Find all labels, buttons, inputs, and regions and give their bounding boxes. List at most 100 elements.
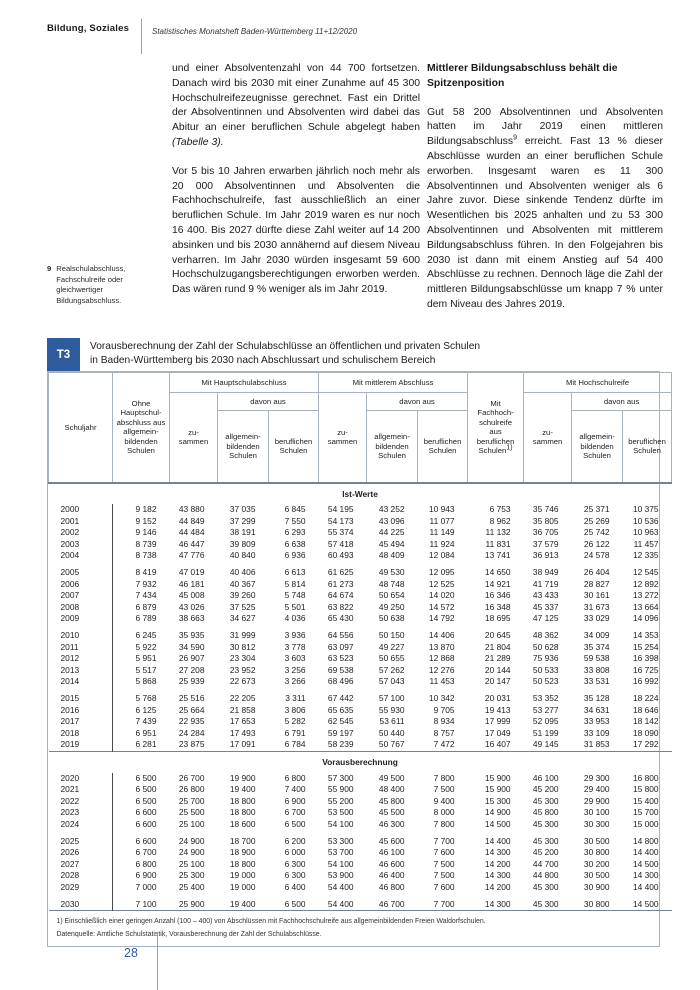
value-cell: 45 300	[532, 881, 559, 892]
value-cell: 54 173	[327, 515, 354, 526]
value-cell: 18 700	[229, 835, 256, 846]
value-cell: 50 628	[532, 641, 559, 652]
value-cell: 33 029	[583, 613, 610, 624]
value-cell: 6 600	[135, 835, 157, 846]
value-cell: 14 300	[632, 870, 659, 881]
value-cell: 35 128	[583, 693, 610, 703]
subgroup-header-davon-aus: davon aus	[571, 392, 673, 411]
value-cell: 6 500	[135, 784, 157, 795]
value-cell: 30 200	[583, 858, 610, 869]
table-row: 2015 5 768 25 516 22 205 3 311 67 442 57 100 10…	[48, 693, 672, 705]
table-row: 2000 9 182 43 880 37 035 6 845 54 195 43 252 10…	[48, 504, 672, 516]
value-cell: 6 300	[284, 870, 306, 881]
value-cell: 33 109	[583, 727, 610, 738]
value-cell: 14 200	[484, 881, 511, 892]
value-cell: 31 673	[583, 601, 610, 612]
left-text-column: und einer Absolventenzahl von 44 700 for…	[172, 62, 420, 298]
year-cell: 2001	[48, 515, 113, 528]
value-cell: 18 695	[484, 613, 511, 624]
value-cell: 9 182	[135, 504, 157, 515]
footnote-ref: 9	[513, 134, 517, 142]
table-row: 2027 6 800 25 100 18 800 6 300 54 100 46 600 7 …	[48, 858, 672, 871]
year-cell: 2017	[48, 716, 113, 728]
year-cell: 2022	[48, 795, 113, 808]
value-cell: 15 300	[484, 795, 511, 806]
subgroup-header-davon-aus: davon aus	[216, 392, 320, 411]
column-header-schuljahr: Schuljahr	[48, 372, 113, 483]
value-cell: 3 266	[284, 676, 306, 687]
value-cell: 53 300	[327, 835, 354, 846]
value-cell: 25 100	[178, 818, 205, 829]
value-cell: 9 400	[433, 795, 455, 806]
value-cell: 6 800	[135, 858, 157, 869]
value-cell: 44 849	[178, 515, 205, 526]
value-cell: 25 516	[178, 693, 205, 703]
value-cell: 38 191	[229, 527, 256, 538]
value-cell: 24 900	[178, 835, 205, 846]
year-cell: 2016	[48, 704, 113, 717]
table-footer: 1) Einschließlich einer geringen Anzahl …	[48, 910, 672, 947]
value-cell: 11 149	[429, 527, 455, 538]
value-cell: 38 663	[178, 613, 205, 624]
year-cell: 2026	[48, 847, 113, 859]
value-cell: 6 125	[135, 704, 157, 715]
value-cell: 14 650	[484, 567, 511, 578]
value-cell: 45 300	[532, 835, 559, 846]
value-cell: 5 814	[284, 578, 306, 589]
value-cell: 18 800	[229, 795, 256, 806]
year-cell: 2024	[48, 818, 113, 831]
value-cell: 13 870	[428, 641, 455, 652]
table-row: 2028 6 900 25 300 19 000 6 300 53 900 46 400 7 …	[48, 870, 672, 882]
value-cell: 67 442	[327, 693, 354, 703]
value-cell: 64 556	[327, 630, 354, 641]
column-header-fachhochschulreife: Mit Fachhoch- schulreife aus beruflichen…	[467, 372, 525, 483]
value-cell: 7 700	[433, 898, 455, 909]
year-cell: 2004	[48, 550, 113, 563]
value-cell: 46 181	[178, 578, 205, 589]
value-cell: 14 400	[484, 835, 511, 846]
value-cell: 6 900	[284, 795, 306, 806]
footnote-text: Realschulabschluss, Fachschulreife oder …	[56, 264, 126, 305]
value-cell: 7 550	[284, 515, 306, 526]
value-cell: 17 653	[229, 716, 256, 727]
value-cell: 14 020	[428, 590, 455, 601]
year-cell: 2013	[48, 664, 113, 677]
value-cell: 63 523	[327, 653, 354, 664]
footnote-marker: 9	[47, 264, 52, 273]
value-cell: 26 907	[178, 653, 205, 664]
value-cell: 7 800	[433, 772, 455, 783]
table-row: 2016 6 125 25 664 21 858 3 806 65 635 55 930 9 …	[48, 704, 672, 717]
value-cell: 25 300	[178, 870, 205, 881]
value-cell: 25 371	[583, 504, 610, 515]
value-cell: 35 374	[583, 641, 610, 652]
header-divider	[141, 19, 142, 54]
value-cell: 11 132	[485, 527, 511, 538]
value-cell: 6 245	[135, 630, 157, 641]
value-cell: 19 400	[229, 784, 256, 795]
table-row: 2014 5 868 25 939 22 673 3 266 68 496 57 043 11…	[48, 676, 672, 688]
value-cell: 63 822	[327, 601, 354, 612]
table-row: 2005 8 419 47 019 40 406 6 613 61 625 49 530 12…	[48, 567, 672, 579]
value-cell: 5 282	[284, 716, 306, 727]
value-cell: 12 095	[428, 567, 455, 578]
value-cell: 46 800	[378, 881, 405, 892]
value-cell: 19 900	[229, 772, 256, 783]
value-cell: 10 963	[632, 527, 659, 538]
value-cell: 8 419	[135, 567, 157, 578]
value-cell: 45 800	[378, 795, 405, 806]
value-cell: 17 091	[229, 739, 256, 750]
value-cell: 10 943	[428, 504, 455, 515]
footer-divider	[157, 933, 158, 990]
value-cell: 68 496	[327, 676, 354, 687]
year-cell: 2005	[48, 567, 113, 579]
value-cell: 35 935	[178, 630, 205, 641]
year-cell: 2002	[48, 527, 113, 539]
value-cell: 30 100	[583, 807, 610, 818]
value-cell: 14 300	[484, 847, 511, 858]
section-row: Vorausberechnung	[48, 750, 672, 773]
year-cell: 2006	[48, 578, 113, 591]
value-cell: 45 300	[532, 818, 559, 829]
table-row: 2020 6 500 26 700 19 900 6 800 57 300 49 500 7 …	[48, 772, 672, 785]
value-cell: 47 019	[178, 567, 205, 578]
